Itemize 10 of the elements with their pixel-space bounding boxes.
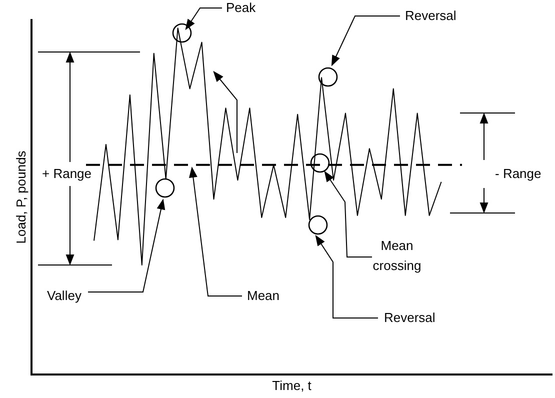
- annotation: + Range: [42, 165, 92, 183]
- annotation: Reversal: [384, 309, 436, 327]
- annotation: Mean crossing: [372, 237, 422, 275]
- text: Reversal: [405, 7, 456, 25]
- y-axis-title: Load, P, pounds: [13, 150, 28, 244]
- text: Peak: [226, 0, 256, 17]
- text: Valley: [47, 287, 82, 305]
- x-axis-title: Time, t: [272, 378, 312, 393]
- ref-line-label: Mean: [247, 287, 280, 305]
- text: - Range: [495, 165, 542, 183]
